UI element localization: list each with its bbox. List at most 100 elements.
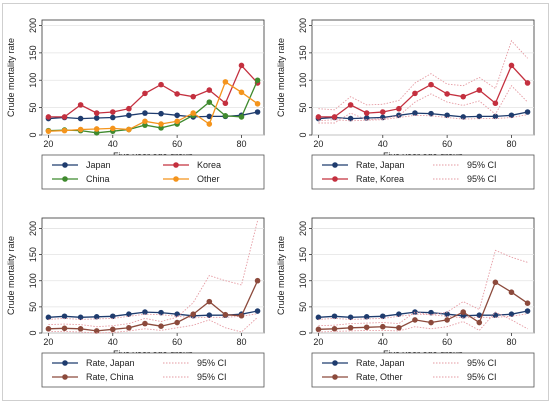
plot-area bbox=[311, 217, 535, 334]
legend-swatch-marker bbox=[62, 176, 68, 182]
x-tick-label: 40 bbox=[108, 139, 118, 149]
data-point bbox=[45, 314, 52, 321]
data-point bbox=[363, 313, 370, 320]
legend-swatch-marker bbox=[62, 162, 68, 168]
data-point bbox=[174, 118, 180, 125]
data-point bbox=[61, 325, 68, 332]
data-point bbox=[61, 114, 68, 120]
y-tick-label: 200 bbox=[298, 18, 308, 33]
data-point bbox=[222, 79, 229, 85]
data-point bbox=[77, 115, 84, 122]
data-point bbox=[315, 114, 322, 120]
data-point bbox=[508, 311, 515, 317]
data-point bbox=[476, 113, 483, 120]
legend-label: 95% CI bbox=[197, 358, 227, 368]
data-point bbox=[460, 93, 467, 100]
data-point bbox=[174, 91, 180, 97]
data-point bbox=[158, 81, 164, 88]
y-axis-title: Crude mortality rate bbox=[276, 236, 286, 315]
x-tick-label: 60 bbox=[442, 337, 452, 347]
y-tick-label: 50 bbox=[298, 103, 308, 113]
data-point bbox=[396, 311, 402, 317]
data-point bbox=[77, 314, 84, 321]
data-point bbox=[77, 326, 84, 332]
data-point bbox=[126, 126, 132, 133]
y-tick-label: 50 bbox=[28, 103, 38, 113]
data-point bbox=[93, 313, 100, 320]
series-line-4 bbox=[318, 39, 528, 111]
data-point bbox=[126, 324, 132, 331]
data-point bbox=[93, 110, 100, 116]
x-tick-label: 20 bbox=[43, 139, 53, 149]
legend-swatch-marker bbox=[332, 176, 338, 182]
series-line-5 bbox=[48, 316, 258, 334]
series-line-2 bbox=[318, 313, 528, 320]
data-point bbox=[254, 277, 261, 284]
data-point bbox=[444, 317, 450, 323]
data-point bbox=[77, 126, 84, 133]
y-axis-title: Crude mortality rate bbox=[6, 236, 16, 315]
data-point bbox=[254, 100, 261, 107]
legend-label: Rate, Korea bbox=[356, 174, 404, 184]
y-tick-label: 50 bbox=[298, 302, 308, 312]
data-point bbox=[190, 311, 197, 317]
data-point bbox=[206, 312, 213, 319]
data-point bbox=[476, 87, 483, 93]
legend-swatch-marker bbox=[332, 374, 338, 380]
data-point bbox=[476, 319, 483, 326]
data-point bbox=[363, 110, 370, 116]
x-tick-label: 80 bbox=[236, 139, 246, 149]
legend-label: 95% CI bbox=[467, 358, 497, 368]
legend-swatch-marker bbox=[332, 360, 338, 366]
series-line-5 bbox=[318, 84, 528, 124]
data-point bbox=[109, 326, 116, 333]
data-point bbox=[190, 93, 197, 100]
legend-label: Rate, China bbox=[86, 372, 134, 382]
data-point bbox=[363, 115, 370, 121]
series-line-5 bbox=[318, 311, 528, 333]
data-point bbox=[222, 311, 229, 318]
data-point bbox=[460, 114, 467, 120]
data-point bbox=[142, 320, 148, 327]
x-tick-label: 20 bbox=[313, 139, 323, 149]
data-point bbox=[254, 308, 261, 314]
data-point bbox=[238, 114, 245, 120]
data-point bbox=[206, 99, 213, 105]
data-point bbox=[363, 324, 370, 331]
y-tick-label: 150 bbox=[298, 45, 308, 60]
legend-label: Rate, Japan bbox=[356, 160, 405, 170]
y-axis-title: Crude mortality rate bbox=[276, 38, 286, 117]
legend-label: Japan bbox=[86, 160, 111, 170]
y-tick-label: 200 bbox=[28, 221, 38, 236]
data-point bbox=[508, 62, 515, 69]
data-point bbox=[444, 91, 450, 97]
data-point bbox=[524, 109, 531, 115]
data-point bbox=[109, 125, 116, 132]
data-point bbox=[444, 112, 450, 119]
data-point bbox=[158, 125, 164, 131]
legend-box bbox=[41, 352, 265, 388]
chart-panel-1: 05010015020020406080Five year age groupC… bbox=[6, 18, 265, 190]
data-point bbox=[45, 114, 52, 120]
chart-panel-3: 05010015020020406080Five year age groupC… bbox=[6, 217, 265, 388]
data-point bbox=[93, 126, 100, 132]
data-point bbox=[428, 319, 434, 326]
data-point bbox=[93, 130, 100, 136]
x-tick-label: 40 bbox=[108, 337, 118, 347]
x-tick-label: 40 bbox=[378, 139, 388, 149]
data-point bbox=[142, 110, 148, 116]
y-tick-label: 100 bbox=[298, 73, 308, 88]
legend-label: Rate, Japan bbox=[86, 358, 135, 368]
series-line-3 bbox=[318, 64, 529, 118]
data-point bbox=[206, 87, 213, 93]
data-point bbox=[142, 118, 148, 125]
y-tick-label: 150 bbox=[28, 45, 38, 60]
data-point bbox=[412, 317, 418, 323]
data-point bbox=[412, 110, 418, 116]
y-tick-label: 100 bbox=[298, 273, 308, 288]
data-point bbox=[492, 113, 499, 120]
legend-swatch-marker bbox=[62, 374, 68, 380]
legend-label: Rate, Other bbox=[356, 372, 403, 382]
legend-label: 95% CI bbox=[197, 372, 227, 382]
